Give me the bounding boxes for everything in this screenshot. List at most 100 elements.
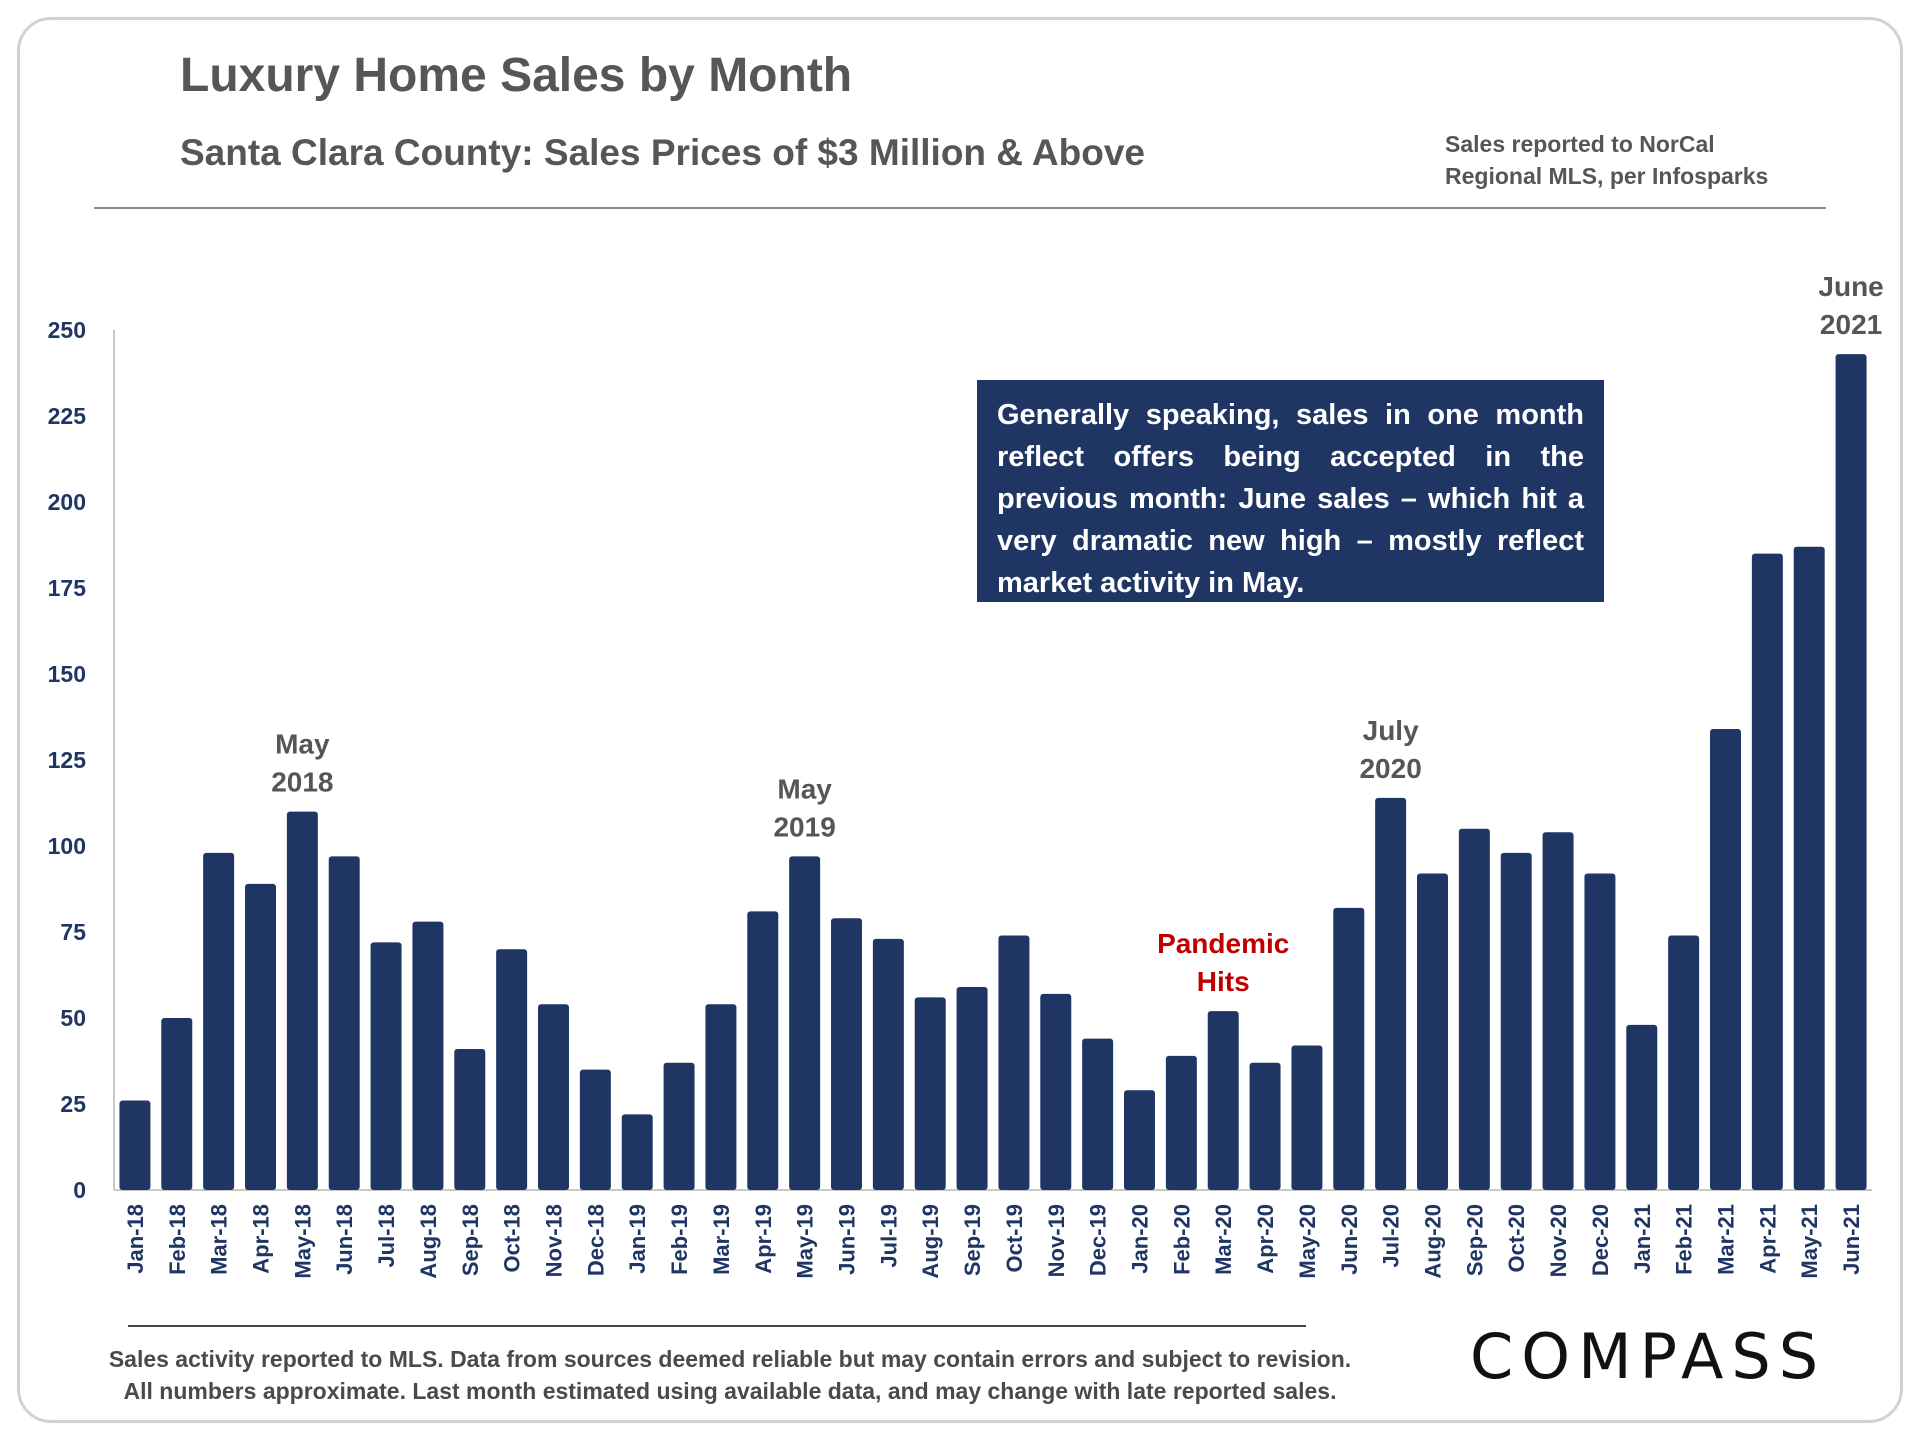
y-tick-label: 50 bbox=[60, 1005, 86, 1031]
source-note: Sales reported to NorCal Regional MLS, p… bbox=[1445, 128, 1825, 192]
compass-logo: COMPASS bbox=[1470, 1320, 1827, 1393]
x-tick-label: Jun-18 bbox=[332, 1204, 357, 1275]
x-tick-label: Mar-21 bbox=[1714, 1204, 1739, 1275]
bar bbox=[1668, 935, 1700, 1190]
x-tick-label: May-20 bbox=[1295, 1204, 1320, 1279]
footnote: Sales activity reported to MLS. Data fro… bbox=[90, 1343, 1370, 1407]
x-tick-label: Sep-18 bbox=[458, 1204, 483, 1276]
annotation-line: 2019 bbox=[773, 811, 835, 842]
x-tick-label: Nov-19 bbox=[1044, 1204, 1069, 1277]
annotation-line: 2020 bbox=[1359, 753, 1421, 784]
y-tick-label: 175 bbox=[48, 575, 87, 601]
x-tick-label: Sep-20 bbox=[1462, 1204, 1487, 1276]
bar-annotation: July 2020 bbox=[1359, 715, 1421, 784]
x-tick-label: Apr-18 bbox=[249, 1204, 274, 1274]
footnote-line-2: All numbers approximate. Last month esti… bbox=[123, 1378, 1337, 1404]
bar bbox=[1542, 832, 1574, 1190]
callout-box: Generally speaking, sales in one month r… bbox=[977, 380, 1604, 602]
bars bbox=[119, 354, 1867, 1191]
bar bbox=[1291, 1045, 1323, 1190]
bar bbox=[872, 938, 904, 1190]
y-tick-label: 0 bbox=[73, 1177, 86, 1203]
bar bbox=[1500, 852, 1532, 1190]
x-tick-label: Jan-19 bbox=[625, 1204, 650, 1274]
x-tick-label: Nov-20 bbox=[1546, 1204, 1571, 1277]
x-tick-label: Jul-18 bbox=[374, 1204, 399, 1268]
bar bbox=[286, 811, 318, 1190]
annotation-line: May bbox=[777, 773, 832, 804]
bar-annotation: May 2019 bbox=[773, 773, 835, 842]
bar bbox=[412, 921, 444, 1190]
x-tick-label: Feb-19 bbox=[667, 1204, 692, 1275]
y-tick-label: 100 bbox=[48, 833, 86, 859]
bar bbox=[1082, 1038, 1114, 1190]
bar bbox=[1584, 873, 1616, 1190]
y-tick-label: 150 bbox=[48, 661, 86, 687]
bar bbox=[1375, 797, 1407, 1190]
bar bbox=[1626, 1024, 1658, 1190]
x-tick-label: Feb-20 bbox=[1169, 1204, 1194, 1275]
bar bbox=[789, 856, 821, 1190]
source-line-2: Regional MLS, per Infosparks bbox=[1445, 163, 1769, 189]
x-tick-label: Dec-19 bbox=[1086, 1204, 1111, 1276]
bar bbox=[831, 918, 862, 1190]
bar bbox=[203, 852, 235, 1190]
x-tick-label: Oct-20 bbox=[1504, 1204, 1529, 1272]
bar bbox=[914, 997, 946, 1190]
y-tick-label: 250 bbox=[48, 317, 86, 343]
x-tick-label: Apr-21 bbox=[1755, 1204, 1780, 1274]
bar-annotation: June 2021 bbox=[1818, 271, 1883, 340]
bar bbox=[1835, 354, 1867, 1191]
x-tick-label: Apr-19 bbox=[751, 1204, 776, 1274]
x-tick-label: Dec-18 bbox=[583, 1204, 608, 1276]
x-tick-label: Apr-20 bbox=[1253, 1204, 1278, 1274]
x-tick-label: Jun-19 bbox=[835, 1204, 860, 1275]
y-tick-label: 75 bbox=[60, 919, 86, 945]
x-tick-label: Sep-19 bbox=[960, 1204, 985, 1276]
x-tick-label: Mar-19 bbox=[709, 1204, 734, 1275]
x-tick-label: Aug-18 bbox=[416, 1204, 441, 1279]
annotation-line: 2021 bbox=[1820, 309, 1882, 340]
x-tick-label: Oct-19 bbox=[1002, 1204, 1027, 1272]
x-tick-label: Dec-20 bbox=[1588, 1204, 1613, 1276]
x-tick-label: May-19 bbox=[793, 1204, 818, 1279]
x-tick-label: Feb-18 bbox=[165, 1204, 190, 1275]
bar bbox=[370, 942, 402, 1190]
bar-annotation: Pandemic Hits bbox=[1157, 928, 1289, 997]
bar bbox=[956, 987, 988, 1190]
bar bbox=[1124, 1090, 1155, 1190]
bar bbox=[1417, 873, 1448, 1190]
chart-title: Luxury Home Sales by Month bbox=[180, 49, 853, 102]
x-axis: Jan-18 Feb-18 Mar-18 Apr-18 May-18 Jun-18 Jul-… bbox=[123, 1204, 1864, 1279]
y-tick-label: 25 bbox=[60, 1091, 86, 1117]
x-tick-label: Jun-21 bbox=[1839, 1204, 1864, 1275]
chart-subtitle: Santa Clara County: Sales Prices of $3 M… bbox=[180, 132, 1145, 173]
x-tick-label: Mar-20 bbox=[1211, 1204, 1236, 1275]
x-tick-label: Jul-19 bbox=[876, 1204, 901, 1268]
bar bbox=[496, 949, 528, 1190]
y-axis: 0 25 50 75 100 125 150 175 200 225 250 bbox=[48, 317, 1872, 1203]
x-tick-label: Jan-21 bbox=[1630, 1204, 1655, 1274]
footer-divider bbox=[128, 1325, 1306, 1327]
bar bbox=[1333, 907, 1365, 1190]
annotation-line: 2018 bbox=[271, 767, 333, 798]
bar bbox=[119, 1100, 151, 1190]
x-tick-label: Jun-20 bbox=[1337, 1204, 1362, 1275]
annotation-line: June bbox=[1818, 271, 1883, 302]
x-tick-label: May-21 bbox=[1797, 1204, 1822, 1279]
bar bbox=[1249, 1062, 1281, 1190]
bar bbox=[1751, 553, 1783, 1190]
annotation-line: Pandemic bbox=[1157, 928, 1289, 959]
x-tick-label: Nov-18 bbox=[542, 1204, 567, 1277]
bar bbox=[621, 1114, 653, 1190]
bar bbox=[328, 856, 360, 1190]
bar bbox=[663, 1062, 695, 1190]
annotation-line: May bbox=[275, 729, 330, 760]
header-divider bbox=[94, 207, 1826, 209]
x-tick-label: Jan-20 bbox=[1128, 1204, 1153, 1274]
source-line-1: Sales reported to NorCal bbox=[1445, 131, 1715, 157]
bar bbox=[1793, 546, 1825, 1190]
bar bbox=[245, 883, 276, 1190]
bar bbox=[705, 1004, 737, 1190]
